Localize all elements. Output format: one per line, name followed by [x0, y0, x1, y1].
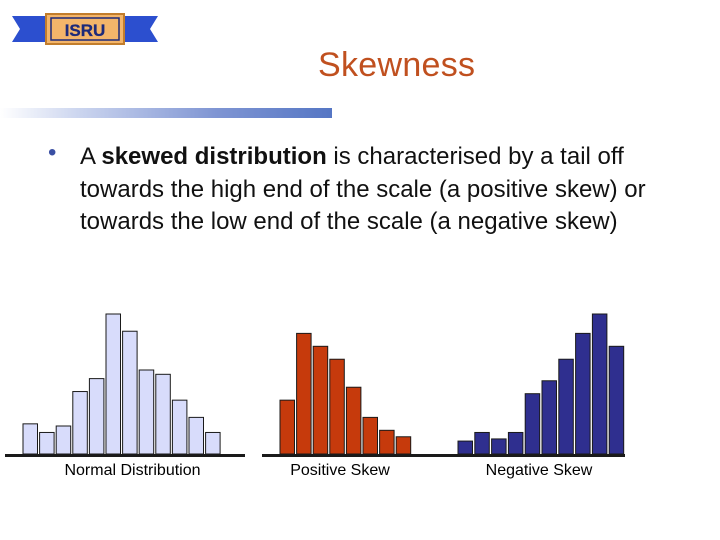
bar [329, 358, 345, 455]
bar [279, 399, 295, 455]
bar [205, 431, 221, 455]
bar [171, 399, 188, 455]
bar [474, 431, 490, 455]
bar [138, 369, 155, 455]
positive-skew-chart [262, 300, 452, 462]
negative-skew-label: Negative Skew [485, 462, 593, 479]
bar [591, 313, 608, 455]
chart-svg [262, 332, 452, 457]
bar [345, 386, 362, 455]
bar [362, 416, 378, 455]
bar [395, 436, 412, 455]
bar [379, 429, 395, 455]
bar [457, 440, 473, 455]
bar [55, 425, 72, 455]
positive-skew-label: Positive Skew [290, 462, 390, 479]
bar [188, 416, 204, 455]
bar [558, 358, 574, 455]
bar [155, 373, 171, 455]
bar [39, 431, 55, 455]
logo-banner-right [122, 16, 158, 42]
bullet-intro: A [80, 143, 102, 170]
slide-title: Skewness [318, 46, 476, 84]
bar [491, 438, 507, 455]
logo-plate [45, 13, 125, 45]
bar [507, 431, 524, 455]
normal-distribution-label: Normal Distribution [64, 462, 201, 479]
bar [608, 345, 625, 455]
bullet-bold-term: skewed distribution [101, 143, 327, 170]
bar [312, 345, 329, 455]
bar [88, 378, 105, 455]
normal-distribution-chart [5, 300, 245, 462]
title-divider [0, 108, 332, 118]
bullet-rest: is characterised by a tail off towards t… [80, 143, 646, 235]
bar [22, 423, 38, 455]
bullet-text: A skewed distribution is characterised b… [80, 141, 680, 239]
bar [122, 330, 138, 455]
bar [541, 380, 557, 455]
bar [575, 332, 591, 455]
bullet-marker: • [48, 139, 57, 166]
logo-banner-left [12, 16, 48, 42]
isru-logo: ISRU [12, 13, 158, 45]
bar [105, 313, 121, 455]
chart-svg [5, 313, 245, 457]
bar [296, 332, 312, 455]
chart-svg [450, 313, 625, 457]
logo-text: ISRU [65, 21, 106, 40]
negative-skew-chart [450, 300, 625, 462]
bar [72, 391, 88, 455]
bar [524, 393, 541, 455]
